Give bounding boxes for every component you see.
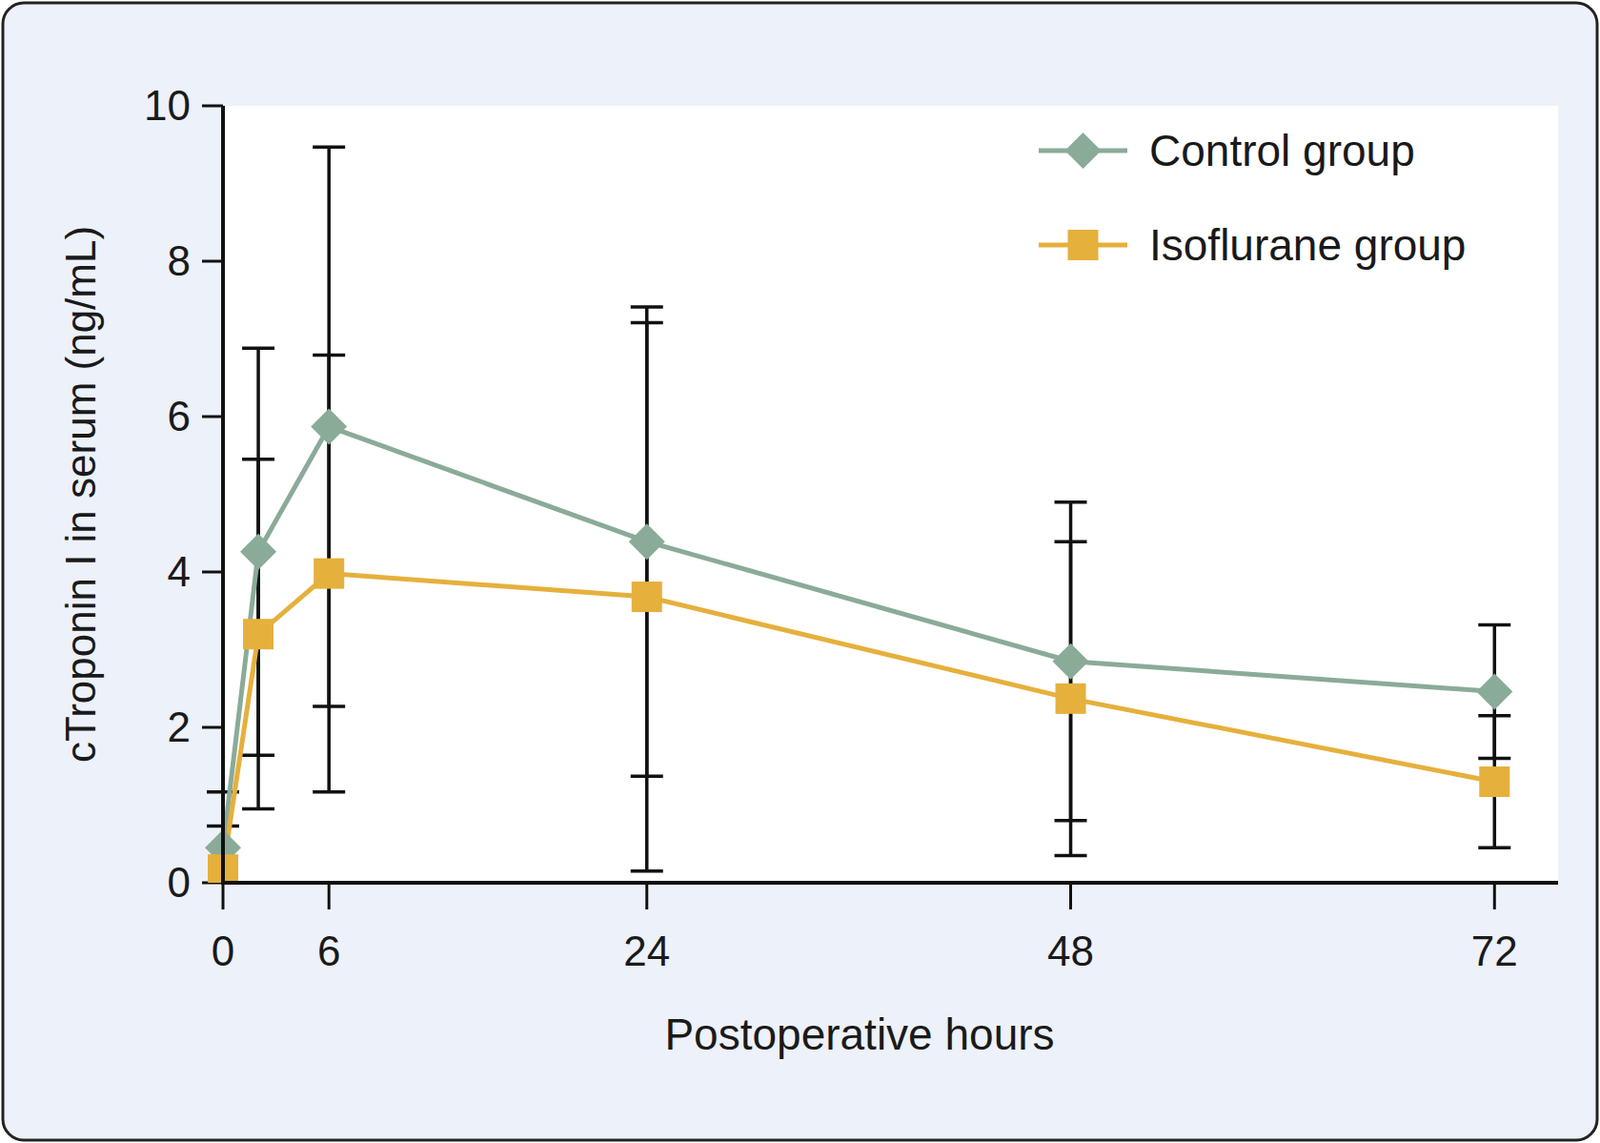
- data-point: [1476, 673, 1513, 710]
- error-bar-cap: [1478, 846, 1511, 851]
- x-tick-label: 72: [1471, 927, 1519, 974]
- y-tick-label: 0: [167, 858, 191, 906]
- y-tick-label: 6: [167, 392, 191, 440]
- plot-area: [222, 105, 1559, 883]
- error-bar: [1478, 715, 1511, 849]
- error-bar: [1054, 541, 1088, 855]
- x-axis-line: [221, 880, 1559, 885]
- data-point: [243, 618, 274, 649]
- background: [2, 2, 1598, 1140]
- data-point: [631, 581, 663, 612]
- data-point: [1478, 766, 1510, 797]
- series-line: [222, 426, 1495, 849]
- y-tick: [202, 104, 223, 108]
- error-bar: [630, 322, 664, 871]
- data-point: [313, 558, 345, 589]
- error-bar-cap: [1054, 853, 1088, 858]
- x-tick-label: 48: [1047, 927, 1094, 974]
- y-tick-label: 8: [167, 237, 191, 284]
- data-point: [1053, 643, 1090, 680]
- legend-label: Control group: [1149, 125, 1416, 176]
- y-tick: [202, 260, 223, 264]
- error-bar-cap: [630, 304, 664, 309]
- legend-label: Isoflurane group: [1149, 220, 1466, 270]
- x-tick-label: 6: [317, 927, 341, 974]
- y-tick: [202, 570, 223, 574]
- x-tick: [327, 882, 331, 910]
- error-bar-cap: [1478, 713, 1511, 718]
- y-tick: [202, 415, 223, 419]
- legend: Control group Isoflurane group: [1038, 125, 1466, 270]
- x-axis-label: Postoperative hours: [664, 1009, 1054, 1059]
- x-tick: [645, 882, 649, 910]
- series-line: [222, 573, 1495, 871]
- y-axis-label: cTroponin I in serum (ng/mL): [57, 225, 104, 763]
- error-bar-cap: [242, 457, 275, 462]
- chart: 024681006244872Postoperative hourscTropo…: [0, 0, 1600, 1143]
- chart-container: 024681006244872Postoperative hourscTropo…: [0, 0, 1600, 1143]
- y-tick-label: 10: [143, 81, 191, 129]
- x-tick: [1493, 882, 1497, 910]
- data-point: [628, 523, 666, 560]
- error-bar-cap: [312, 353, 345, 358]
- error-bar-cap: [630, 321, 664, 325]
- error-bar-cap: [1054, 500, 1088, 505]
- error-bar-cap: [312, 144, 345, 149]
- error-bar-cap: [1478, 623, 1511, 628]
- data-point: [1055, 683, 1087, 714]
- error-bar-cap: [312, 789, 345, 794]
- y-axis-line: [221, 105, 225, 883]
- y-tick-label: 2: [167, 703, 191, 750]
- y-tick-label: 4: [167, 547, 191, 595]
- error-bar-cap: [1054, 539, 1088, 544]
- data-point: [240, 533, 277, 570]
- x-tick-label: 0: [211, 927, 235, 974]
- error-bar-cap: [242, 807, 275, 811]
- legend-marker: [1068, 229, 1099, 261]
- y-tick: [202, 726, 223, 730]
- x-tick-label: 24: [623, 927, 670, 974]
- x-tick: [1069, 882, 1073, 910]
- error-bar: [242, 459, 275, 810]
- data-point: [310, 408, 347, 446]
- error-bar-cap: [242, 346, 275, 351]
- legend-marker: [1065, 132, 1102, 169]
- x-tick: [222, 882, 225, 910]
- error-bar-cap: [630, 869, 664, 873]
- data-group: [204, 146, 1513, 883]
